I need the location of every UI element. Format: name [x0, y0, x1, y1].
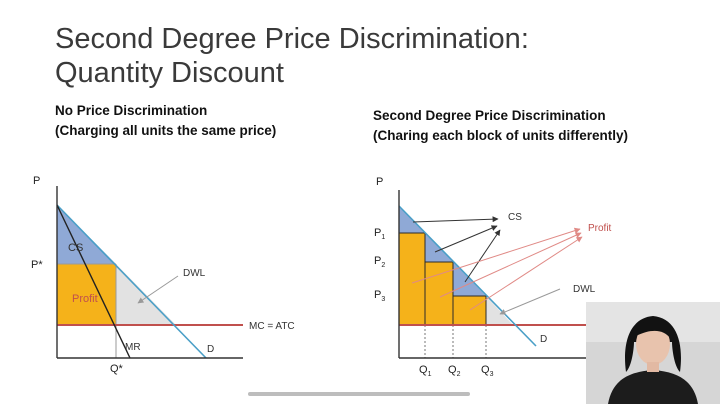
left-demand-curve	[56, 204, 207, 359]
left-p-star-label: P*	[31, 259, 43, 271]
right-cs-arrow-1	[412, 216, 499, 223]
right-q1-label: Q1	[419, 364, 432, 378]
right-q3-label: Q3	[481, 364, 494, 378]
right-profit-label: Profit	[588, 223, 612, 234]
video-scrollbar[interactable]	[248, 392, 470, 396]
left-dwl-area	[116, 264, 176, 325]
left-mc-atc-label: MC = ATC	[249, 321, 295, 332]
right-p2-label: P2	[374, 255, 385, 269]
left-panel-heading: No Price Discrimination	[55, 103, 208, 118]
right-profit-arrow-1	[411, 227, 581, 284]
left-profit-label: Profit	[72, 293, 98, 305]
right-d-label: D	[540, 334, 547, 345]
left-d-label: D	[207, 344, 214, 355]
right-profit-arrow-2	[439, 232, 582, 298]
right-p3-label: P3	[374, 289, 385, 303]
right-profit-block-3	[453, 296, 486, 325]
left-mr-curve	[56, 204, 131, 359]
right-cs-label: CS	[508, 212, 522, 223]
left-cs-label: CS	[68, 242, 83, 254]
left-graph: P P* CS Profit DWL MC = ATC MR D Q*	[31, 175, 295, 375]
right-panel-heading: Second Degree Price Discrimination	[373, 108, 606, 123]
left-mr-label: MR	[125, 342, 141, 353]
presenter-webcam	[586, 302, 720, 404]
right-cs-arrow-2	[434, 225, 498, 253]
right-profit-block-1	[399, 233, 425, 325]
right-cs-arrow-3	[464, 229, 501, 283]
right-dwl-arrow	[499, 288, 561, 315]
right-p1-label: P1	[374, 227, 385, 241]
left-q-star-label: Q*	[110, 363, 124, 375]
left-profit-area	[57, 264, 116, 325]
left-panel-heading-block: No Price Discrimination (Charging all un…	[55, 101, 276, 141]
right-p-axis-label: P	[376, 176, 383, 188]
left-p-axis-label: P	[33, 175, 40, 187]
right-graph: P P1 P2 P3 Q1 Q2 Q3 CS Profit DWL D	[374, 176, 612, 378]
title-line-1: Second Degree Price Discrimination:	[55, 23, 529, 55]
left-dwl-label: DWL	[183, 268, 206, 279]
slide-title: Second Degree Price Discrimination: Quan…	[55, 22, 615, 90]
right-profit-arrow-3	[469, 236, 583, 311]
right-q2-label: Q2	[448, 364, 461, 378]
right-dwl-label: DWL	[573, 284, 596, 295]
presenter-figure	[586, 302, 720, 404]
right-panel-heading-block: Second Degree Price Discrimination (Char…	[373, 106, 628, 146]
title-line-2: Quantity Discount	[55, 57, 284, 89]
right-panel-subheading: (Charing each block of units differently…	[373, 128, 629, 143]
right-demand-curve	[398, 205, 537, 347]
left-dwl-arrow	[137, 275, 179, 304]
left-panel-subheading: (Charging all units the same price)	[55, 123, 277, 138]
